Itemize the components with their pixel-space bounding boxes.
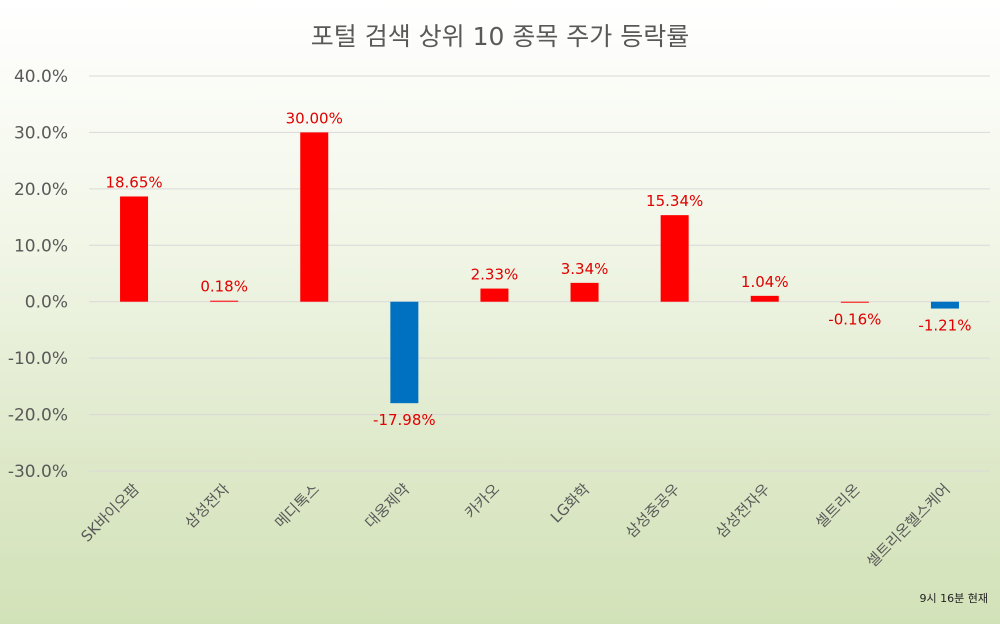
bar <box>840 301 869 303</box>
data-label: -17.98% <box>373 411 436 429</box>
data-label: -0.16% <box>828 311 881 329</box>
bars <box>120 132 959 404</box>
data-label: 18.65% <box>105 173 162 191</box>
bar <box>660 215 689 302</box>
x-tick-label: 메디톡스 <box>271 480 323 532</box>
y-tick-label: 40.0% <box>14 67 68 87</box>
y-tick-label: -20.0% <box>8 406 68 426</box>
data-label: 0.18% <box>200 278 248 296</box>
x-tick-label: SK바이오팜 <box>77 480 143 546</box>
y-tick-label: 10.0% <box>14 236 68 256</box>
bar <box>120 196 149 302</box>
bar <box>300 132 329 302</box>
x-tick-label: LG화학 <box>547 480 594 527</box>
y-tick-label: -30.0% <box>8 462 68 482</box>
x-tick-label: 삼성전자우 <box>712 480 774 542</box>
y-tick-label: 20.0% <box>14 180 68 200</box>
bar <box>930 301 959 309</box>
data-label: -1.21% <box>918 317 971 335</box>
y-tick-label: 0.0% <box>25 293 68 313</box>
y-axis-ticks: 40.0% 30.0% 20.0% 10.0% 0.0% -10.0% -20.0% -30.… <box>8 67 68 482</box>
y-tick-label: 30.0% <box>14 123 68 143</box>
y-tick-label: -10.0% <box>8 349 68 369</box>
footnote: 9시 16분 현재 <box>920 592 988 605</box>
bar <box>750 295 779 302</box>
data-label: 30.00% <box>286 109 343 127</box>
data-label: 2.33% <box>471 266 519 284</box>
x-tick-label: 삼성전자 <box>181 480 233 532</box>
bar <box>570 282 599 302</box>
x-tick-label: 카카오 <box>461 480 503 522</box>
x-tick-label: 셀트리온헬스케어 <box>863 480 954 571</box>
data-label: 15.34% <box>646 192 703 210</box>
data-label: 3.34% <box>561 260 609 278</box>
data-labels: 18.65% 0.18% 30.00% -17.98% 2.33% 3.34% 15.34%… <box>105 109 971 429</box>
bar <box>210 300 239 302</box>
data-label: 1.04% <box>741 273 789 291</box>
x-axis-ticks: SK바이오팜 삼성전자 메디톡스 대웅제약 카카오 LG화학 삼성중공우 삼성전자우 셀트리온 셀… <box>77 480 953 571</box>
grid <box>89 75 990 472</box>
chart-title: 포털 검색 상위 10 종목 주가 등락률 <box>311 22 690 51</box>
x-tick-label: 셀트리온 <box>812 480 864 532</box>
bar <box>390 301 419 404</box>
x-tick-label: 삼성중공우 <box>622 480 684 542</box>
bar <box>480 288 509 302</box>
x-tick-label: 대웅제약 <box>361 480 413 532</box>
